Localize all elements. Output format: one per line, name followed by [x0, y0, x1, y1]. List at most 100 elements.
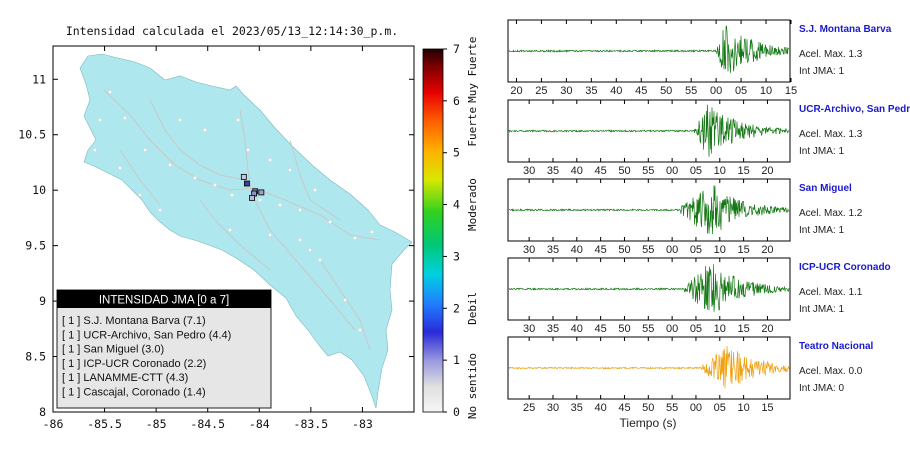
- town-marker: [228, 228, 232, 232]
- waveform-tick-label: 10: [714, 165, 726, 177]
- town-marker: [108, 90, 112, 94]
- town-marker: [318, 258, 322, 262]
- station-int-jma: Int JMA: 1: [799, 304, 844, 315]
- road-line: [149, 99, 246, 181]
- waveform-trace: [508, 185, 790, 235]
- colorbar-tick-label: 0: [453, 405, 460, 419]
- waveform-tick-label: 45: [595, 165, 607, 177]
- waveform-tick-label: 30: [547, 402, 559, 414]
- station-int-jma: Int JMA: 1: [799, 146, 844, 157]
- map-title: Intensidad calculada el 2023/05/13_12:14…: [66, 24, 398, 38]
- waveform-panel: 25 30 35 40 45 50 55 00 05 10 15 Teatro Nacional Ace…: [507, 336, 873, 414]
- station-name: S.J. Montana Barva: [799, 24, 892, 35]
- waveform-tick-label: 50: [618, 165, 630, 177]
- road-line: [119, 149, 161, 206]
- waveform-panels: 20 25 30 35 40 45 50 55 00 05 10 15 S.J. Montana Bar…: [507, 19, 910, 414]
- waveform-trace: [508, 264, 790, 312]
- colorbar-category-label: Muy Fuerte: [466, 37, 479, 103]
- station-acel-max: Acel. Max. 1.3: [799, 129, 863, 140]
- map-y-tick-label: 9.5: [25, 239, 46, 253]
- town-marker: [118, 166, 122, 170]
- legend-item: [ 1 ] San Miguel (3.0): [62, 344, 164, 356]
- waveform-tick-label: 15: [737, 165, 749, 177]
- station-name: ICP-UCR Coronado: [799, 262, 891, 273]
- road-network: [103, 89, 381, 351]
- map-x-tick-label: -83.5: [294, 417, 329, 431]
- town-marker: [168, 163, 172, 167]
- town-marker: [246, 148, 250, 152]
- station-name: San Miguel: [799, 183, 852, 194]
- time-axis-label: Tiempo (s): [620, 416, 677, 430]
- waveform-panel: 20 25 30 35 40 45 50 55 00 05 10 15 S.J. Montana Bar…: [507, 19, 892, 97]
- town-marker: [158, 208, 162, 212]
- legend-item: [ 1 ] LANAMME-CTT (4.3): [62, 372, 188, 384]
- waveform-tick-label: 45: [635, 85, 647, 97]
- station-acel-max: Acel. Max. 1.1: [799, 287, 863, 298]
- colorbar-category-label: Moderado: [466, 178, 479, 231]
- station-marker: [244, 180, 250, 187]
- town-marker: [193, 176, 197, 180]
- town-marker: [230, 193, 234, 197]
- waveform-trace: [508, 345, 790, 389]
- waveform-tick-label: 55: [642, 165, 654, 177]
- map-y-tick-label: 9: [39, 294, 46, 308]
- map-y-axis: 8 8.5 9 9.5 10 10.5 11: [18, 72, 414, 419]
- town-marker: [123, 116, 127, 120]
- waveform-tick-label: 00: [710, 85, 722, 97]
- road-line: [319, 259, 371, 351]
- waveform-tick-label: 15: [737, 244, 749, 256]
- road-line: [239, 109, 356, 331]
- waveform-tick-label: 50: [618, 323, 630, 335]
- colorbar-labels: No sentido Debil Moderado Fuerte Muy Fuerte: [466, 37, 479, 420]
- legend-item: [ 1 ] S.J. Montana Barva (7.1): [62, 315, 206, 327]
- waveform-tick-label: 55: [685, 85, 697, 97]
- waveform-tick-label: 20: [510, 85, 522, 97]
- legend-item: [ 1 ] UCR-Archivo, San Pedro (4.4): [62, 329, 231, 341]
- town-marker: [343, 298, 347, 302]
- waveform-tick-label: 05: [690, 244, 702, 256]
- town-marker: [93, 148, 97, 152]
- waveform-panel: 30 35 40 45 50 55 00 05 10 15 20 ICP-UCR Coronado Ac…: [507, 257, 891, 335]
- waveform-tick-label: 30: [523, 165, 535, 177]
- map-y-tick-label: 8.5: [25, 350, 46, 364]
- waveform-tick-label: 45: [618, 402, 630, 414]
- waveform-tick-label: 45: [595, 244, 607, 256]
- waveform-panel: 30 35 40 45 50 55 00 05 10 15 20 UCR-Archivo, San P…: [507, 99, 910, 177]
- waveform-tick-label: 25: [523, 402, 535, 414]
- station-markers: [240, 173, 265, 201]
- waveform-tick-label: 25: [535, 85, 547, 97]
- colorbar-tick-label: 1: [453, 353, 460, 367]
- waveform-tick-label: 00: [666, 165, 678, 177]
- waveform-tick-label: 40: [571, 323, 583, 335]
- town-marker: [268, 233, 272, 237]
- waveform-tick-label: 15: [785, 85, 797, 97]
- map-x-axis: -86 -85.5 -85 -84.5 -84 -83.5 -83: [43, 46, 373, 431]
- town-markers: [93, 90, 374, 332]
- station-marker: [249, 195, 255, 201]
- map-y-tick-label: 8: [39, 405, 46, 419]
- town-marker: [138, 193, 142, 197]
- town-marker: [308, 248, 312, 252]
- town-marker: [98, 118, 102, 122]
- legend-title: INTENSIDAD JMA [0 a 7]: [99, 295, 229, 307]
- town-marker: [143, 148, 147, 152]
- intensity-legend: INTENSIDAD JMA [0 a 7] [ 1 ] S.J. Montan…: [56, 289, 272, 409]
- waveform-tick-label: 05: [735, 85, 747, 97]
- colorbar-tick-label: 7: [453, 42, 460, 56]
- waveform-tick-label: 50: [660, 85, 672, 97]
- town-marker: [213, 183, 217, 187]
- waveform-tick-label: 20: [761, 165, 773, 177]
- waveform-tick-label: 00: [690, 402, 702, 414]
- legend-item: [ 1 ] ICP-UCR Coronado (2.2): [62, 358, 206, 370]
- waveform-trace: [508, 104, 790, 157]
- town-marker: [298, 208, 302, 212]
- station-acel-max: Acel. Max. 1.2: [799, 208, 863, 219]
- waveform-tick-label: 10: [714, 323, 726, 335]
- station-marker: [258, 189, 265, 196]
- station-int-jma: Int JMA: 1: [799, 225, 844, 236]
- map-x-tick-label: -86: [43, 417, 64, 431]
- town-marker: [258, 198, 262, 202]
- map-y-tick-label: 10.5: [18, 128, 46, 142]
- waveform-tick-label: 50: [618, 244, 630, 256]
- colorbar-ticks: 0 1 2 3 4 5 6 7: [443, 42, 460, 419]
